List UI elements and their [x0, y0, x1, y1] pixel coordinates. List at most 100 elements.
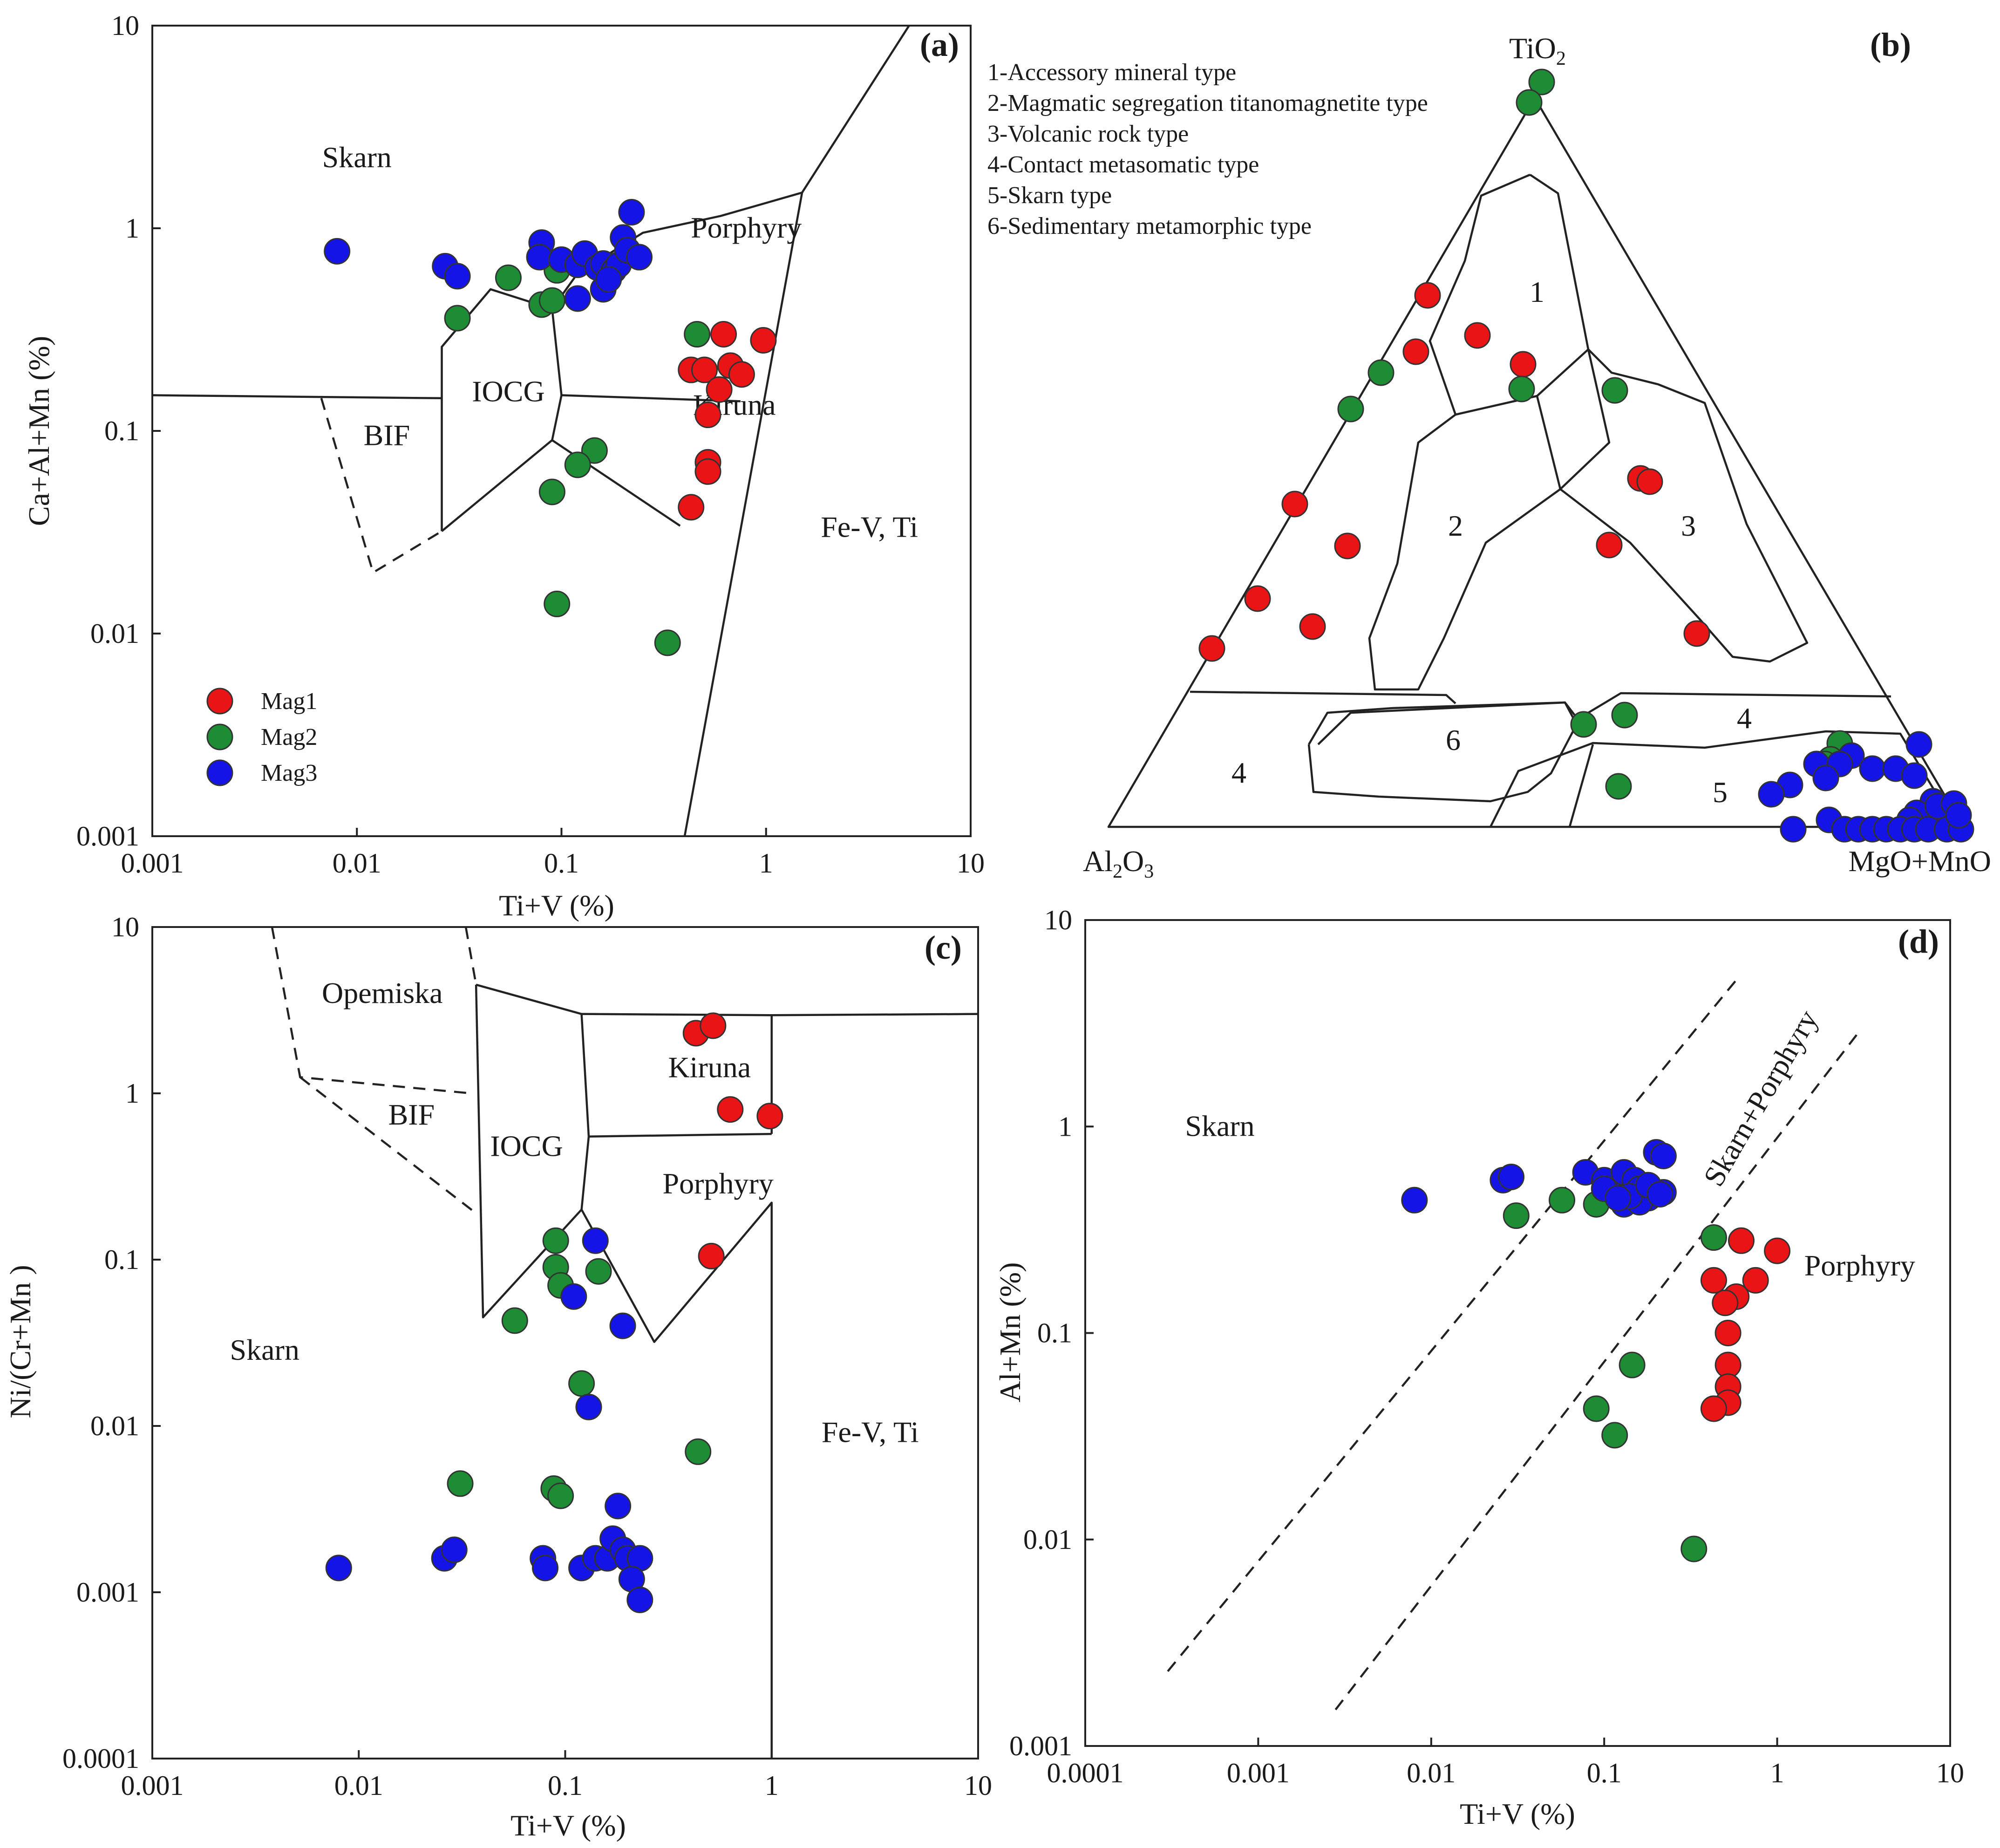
point-mag1-10	[1299, 613, 1326, 640]
point-mag1-8	[1334, 532, 1361, 559]
panel-b-label: (b)	[1870, 26, 1911, 63]
y-tick-label-2: 0.01	[90, 1411, 139, 1441]
point-mag3-2	[609, 1312, 636, 1339]
point-mag3-0	[1905, 731, 1932, 758]
panel-a-frame	[151, 25, 972, 837]
field-label-3: 3	[1681, 509, 1696, 542]
field-boundary-3	[561, 394, 741, 402]
field-boundary-0	[152, 394, 442, 400]
point-mag1-5	[1712, 1289, 1739, 1316]
region-label-skarn-porphyry: Skarn+Porphyry	[1697, 1004, 1824, 1192]
point-mag2-4	[585, 1258, 612, 1285]
field-label-1: 1	[1530, 275, 1544, 308]
field-boundary-3	[1190, 690, 1456, 704]
field-boundary-5	[271, 927, 471, 1095]
field-boundary-7	[464, 927, 477, 985]
point-mag3-0	[582, 1227, 609, 1254]
point-mag1-2	[1700, 1267, 1727, 1294]
point-mag1-6	[706, 376, 733, 403]
region-label-iocg: IOCG	[472, 375, 544, 408]
point-mag3-25	[1780, 816, 1807, 843]
point-mag1-5	[1636, 468, 1663, 495]
panel-d-region-labels: Skarn Skarn+Porphyry Porphyry	[1185, 1004, 1915, 1282]
panel-c-ylabel: Ni/(Cr+Mn )	[4, 1265, 37, 1418]
point-mag3-11	[1650, 1142, 1677, 1169]
point-mag3-18	[595, 266, 622, 293]
point-mag3-2	[444, 263, 471, 290]
field-boundary-0	[1167, 976, 1740, 1672]
point-mag2-6	[1601, 1422, 1628, 1449]
type-note-6: 6-Sedimentary metamorphic type	[987, 213, 1312, 239]
point-mag2-2	[1367, 359, 1395, 386]
point-mag2-7	[1611, 702, 1638, 729]
y-tick-label-1: 0.001	[76, 1577, 139, 1608]
field-boundary-2	[588, 1132, 772, 1138]
panel-b-field-boundaries	[1190, 173, 1957, 828]
point-mag3-9	[1758, 781, 1785, 808]
point-mag2-4	[1508, 375, 1535, 402]
x-tick-label-2: 0.1	[548, 1770, 583, 1801]
type-note-2: 2-Magmatic segregation titanomagnetite t…	[987, 90, 1428, 116]
point-mag2-1	[1549, 1187, 1576, 1214]
x-tick-label-1: 0.01	[334, 1770, 383, 1801]
panel-b: (b) TiO2 Al2O3 MgO+MnO 1-Accessory miner…	[987, 26, 1991, 882]
y-tick-label-0: 0.001	[1009, 1731, 1072, 1761]
point-mag1-4	[698, 1242, 725, 1269]
point-mag3-7	[441, 1536, 468, 1563]
point-mag3-18	[626, 1586, 653, 1613]
region-label-kiruna: Kiruna	[668, 1050, 751, 1084]
x-tick-label-3: 1	[759, 848, 773, 879]
region-label-porphyry: Porphyry	[1804, 1249, 1915, 1282]
x-tick-label-2: 0.01	[1407, 1758, 1456, 1788]
point-mag1-3	[1742, 1267, 1769, 1294]
point-mag2-0	[1528, 68, 1555, 95]
legend-marker-mag3	[206, 759, 233, 786]
panel-a-xlabel: Ti+V (%)	[499, 889, 614, 922]
point-mag3-0	[1401, 1187, 1428, 1214]
field-label-4: 4	[1231, 756, 1246, 789]
point-mag1-6	[1714, 1320, 1741, 1346]
panel-a-ylabel: Ca+Al+Mn (%)	[22, 336, 55, 526]
field-boundary-5	[1489, 730, 1957, 828]
region-label-skarn: Skarn	[230, 1333, 299, 1366]
point-mag3-16	[564, 285, 591, 312]
panel-a-label: (a)	[920, 26, 959, 63]
field-boundary-4	[1317, 692, 1891, 745]
field-label-5: 5	[1713, 776, 1728, 809]
panel-c-region-labels: Opemiska Kiruna BIF IOCG Porphyry Skarn Fe-V, …	[230, 976, 919, 1449]
point-mag2-5	[684, 321, 711, 348]
field-boundary-1	[581, 1013, 979, 1016]
field-boundary-2	[551, 191, 803, 310]
y-tick-label-2: 0.1	[104, 416, 139, 446]
field-boundary-4	[551, 439, 681, 527]
y-tick-label-3: 1	[1058, 1111, 1072, 1142]
point-mag2-1	[542, 1227, 569, 1254]
point-mag1-2	[717, 1096, 744, 1123]
region-label-porphyry: Porphyry	[663, 1167, 774, 1200]
panel-c-boundaries	[271, 927, 979, 1759]
point-mag3-18	[1605, 1185, 1632, 1212]
point-mag1-11	[1198, 635, 1225, 662]
point-mag1-0	[1728, 1227, 1755, 1254]
point-mag3-2	[1859, 755, 1886, 782]
point-mag1-1	[1464, 322, 1491, 349]
point-mag2-9	[547, 1482, 574, 1509]
x-tick-label-2: 0.1	[544, 848, 579, 879]
y-tick-label-1: 0.01	[90, 618, 139, 649]
point-mag2-9	[544, 590, 571, 617]
point-mag1-12	[1683, 620, 1710, 647]
point-mag3-5	[325, 1555, 352, 1582]
point-mag3-28	[1945, 802, 1972, 829]
legend: Mag1 Mag2 Mag3	[206, 688, 317, 786]
point-mag2-6	[1570, 711, 1597, 738]
y-tick-label-3: 0.1	[104, 1244, 139, 1275]
point-mag2-7	[447, 1470, 474, 1497]
panel-b-points	[1198, 68, 1974, 843]
panel-a-axes: 0.001 0.01 0.1 1 10 0.001 0.01 0.1 1 10	[76, 10, 985, 879]
point-mag2-7	[1680, 1535, 1707, 1562]
x-tick-label-1: 0.01	[333, 848, 381, 879]
point-mag3-4	[526, 244, 553, 271]
point-mag1-9	[694, 458, 721, 485]
